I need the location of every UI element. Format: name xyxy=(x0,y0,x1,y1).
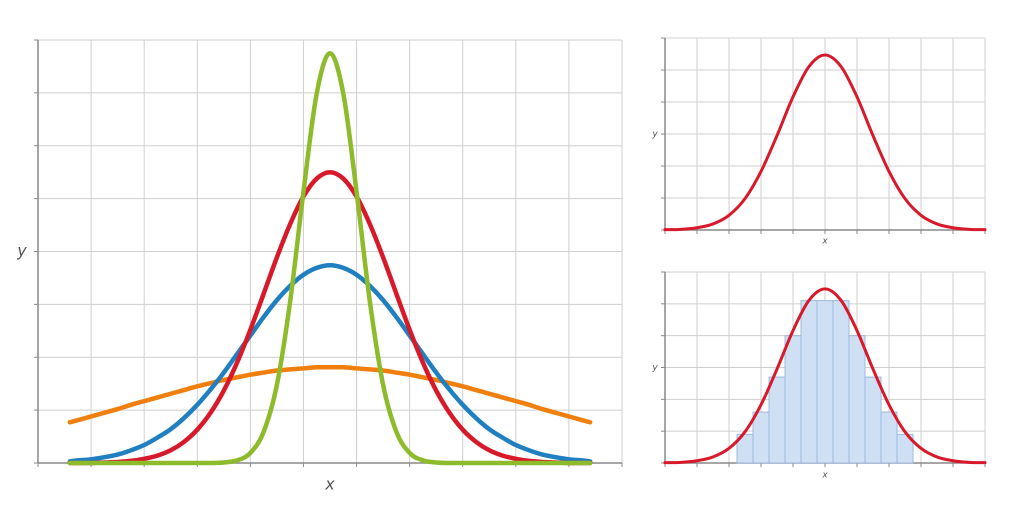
histogram-bar xyxy=(768,376,786,464)
x-axis-label: x xyxy=(821,237,828,247)
y-axis-label: y xyxy=(651,363,658,373)
curve xyxy=(663,287,987,465)
histogram-bar xyxy=(784,335,802,464)
curve xyxy=(67,262,593,464)
curve xyxy=(663,53,987,232)
curve xyxy=(67,169,593,466)
histogram-bar xyxy=(752,411,770,464)
x-axis-label: x xyxy=(324,475,335,494)
y-axis-label: y xyxy=(651,130,658,140)
histogram-bar xyxy=(816,300,834,464)
histogram-bar xyxy=(896,433,914,464)
curve xyxy=(67,50,593,466)
histogram-bar xyxy=(848,335,866,464)
histogram-bar xyxy=(864,376,882,464)
histogram-bar xyxy=(800,300,818,464)
curve xyxy=(67,364,593,425)
histogram-bar xyxy=(880,411,898,464)
histogram-bar xyxy=(832,300,850,464)
y-axis-label: y xyxy=(16,241,27,260)
x-axis-label: x xyxy=(821,471,828,481)
